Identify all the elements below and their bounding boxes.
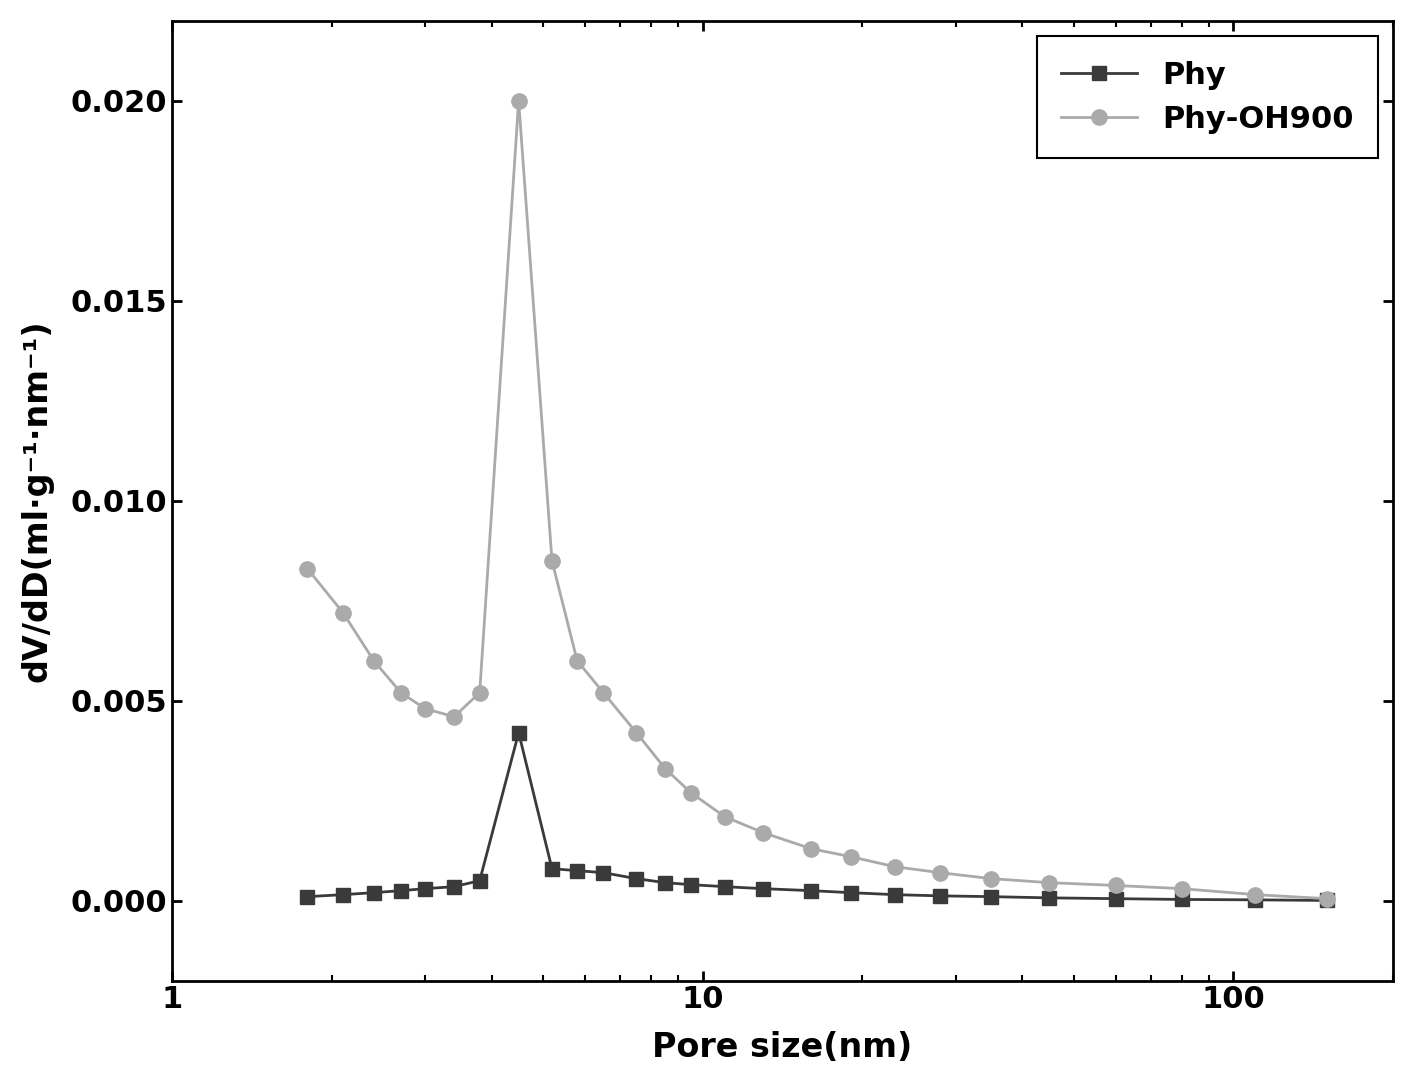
Phy — [543, 863, 560, 876]
Phy-OH900 — [1247, 889, 1264, 902]
Phy — [298, 890, 315, 903]
Phy-OH900 — [417, 702, 434, 715]
Phy-OH900 — [298, 562, 315, 575]
Phy — [335, 889, 352, 902]
Phy-OH900 — [887, 860, 904, 873]
Phy-OH900 — [445, 711, 462, 724]
Phy — [803, 884, 820, 897]
Phy-OH900 — [335, 607, 352, 620]
Phy-OH900 — [393, 686, 410, 699]
Phy — [932, 890, 949, 903]
Line: Phy-OH900: Phy-OH900 — [300, 93, 1335, 906]
Phy — [1247, 893, 1264, 906]
Phy — [393, 884, 410, 897]
Phy — [1107, 892, 1124, 905]
Legend: Phy, Phy-OH900: Phy, Phy-OH900 — [1036, 36, 1377, 158]
Phy-OH900 — [568, 654, 585, 667]
Phy — [365, 886, 382, 899]
Phy — [471, 875, 488, 888]
Phy-OH900 — [471, 686, 488, 699]
Phy — [656, 877, 673, 890]
X-axis label: Pore size(nm): Pore size(nm) — [652, 1031, 912, 1064]
Phy — [1041, 892, 1058, 905]
Phy — [568, 864, 585, 877]
Phy-OH900 — [656, 762, 673, 775]
Phy-OH900 — [1174, 882, 1191, 895]
Phy-OH900 — [510, 94, 527, 107]
Phy-OH900 — [715, 810, 732, 824]
Phy-OH900 — [1318, 892, 1335, 905]
Phy — [595, 866, 612, 879]
Phy-OH900 — [755, 826, 772, 839]
Phy — [843, 886, 860, 899]
Line: Phy: Phy — [301, 726, 1333, 907]
Y-axis label: dV/dD(ml·g⁻¹·nm⁻¹): dV/dD(ml·g⁻¹·nm⁻¹) — [21, 319, 54, 682]
Phy — [1318, 894, 1335, 907]
Phy-OH900 — [1107, 879, 1124, 892]
Phy-OH900 — [683, 787, 700, 800]
Phy — [445, 880, 462, 893]
Phy — [1174, 893, 1191, 906]
Phy-OH900 — [803, 842, 820, 855]
Phy — [983, 890, 1000, 903]
Phy — [628, 872, 645, 885]
Phy — [510, 726, 527, 739]
Phy-OH900 — [932, 866, 949, 879]
Phy-OH900 — [628, 726, 645, 739]
Phy — [417, 882, 434, 895]
Phy-OH900 — [983, 872, 1000, 885]
Phy-OH900 — [843, 851, 860, 864]
Phy-OH900 — [1041, 877, 1058, 890]
Phy-OH900 — [543, 554, 560, 567]
Phy-OH900 — [595, 686, 612, 699]
Phy — [683, 878, 700, 891]
Phy — [755, 882, 772, 895]
Phy — [715, 880, 732, 893]
Phy — [887, 889, 904, 902]
Phy-OH900 — [365, 654, 382, 667]
